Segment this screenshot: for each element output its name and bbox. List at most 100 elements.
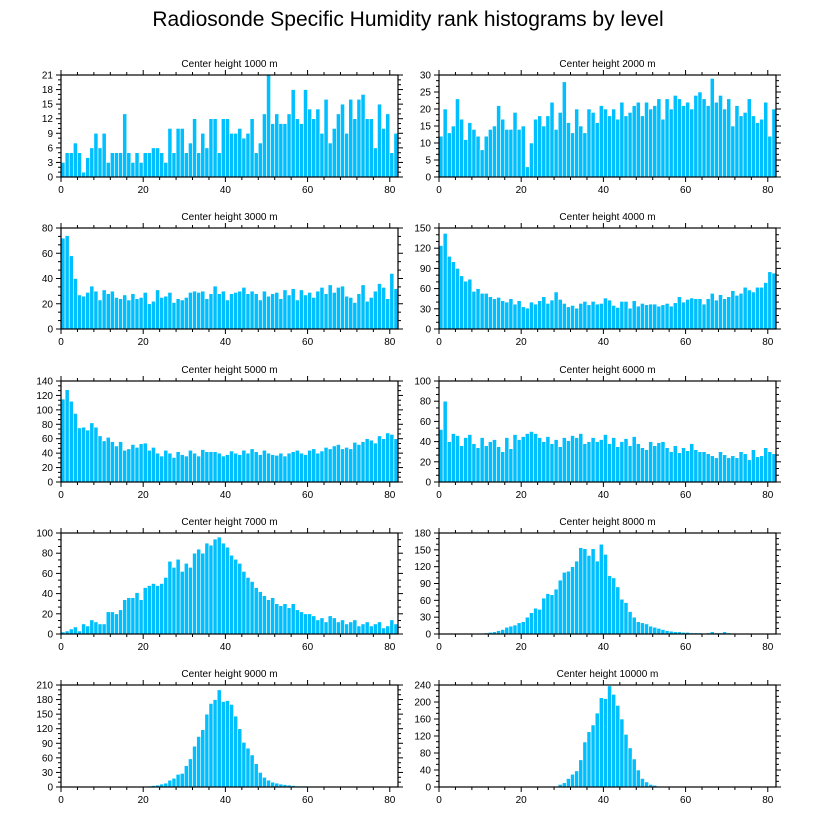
bar [233,292,239,330]
bar [541,296,547,330]
bar [586,304,592,330]
bar [68,255,74,330]
bar [327,448,333,483]
bar [763,101,769,178]
bar [307,613,312,635]
bar [175,774,181,788]
bar [685,299,691,330]
bar [381,627,386,635]
bar [714,299,719,330]
bar [175,558,181,635]
bar [319,287,325,330]
y-tick-label: 40 [420,766,432,777]
bar [188,449,193,483]
bar [245,747,251,788]
x-tick-label: 80 [762,490,774,501]
bar [319,132,325,178]
bar [586,555,592,635]
bar [705,453,711,483]
bar [311,615,317,635]
y-tick-label: 0 [425,325,431,336]
bar [142,292,148,330]
bar [377,283,382,330]
bar [188,292,193,330]
bar [611,108,617,178]
bar [364,300,370,330]
bar [771,453,777,483]
bar [652,303,658,330]
bar [373,147,378,178]
y-tick-label: 100 [36,529,53,540]
bar [245,293,251,330]
bar [553,129,559,178]
y-tick-label: 90 [42,739,54,750]
bar [471,129,477,178]
bar [512,303,518,330]
x-tick-label: 0 [58,337,64,348]
bar [97,299,103,330]
bar [208,544,214,635]
bar [147,303,152,330]
bar [85,292,91,330]
bar [520,125,526,178]
bar [167,128,173,178]
bar [142,152,148,178]
bar [578,547,584,635]
x-tick-label: 60 [680,795,692,806]
y-tick-label: 6 [47,143,53,154]
plot-frame [60,684,399,788]
bar [615,446,621,483]
x-tick-label: 40 [598,642,610,653]
panel-title: Center height 2000 m [559,59,655,70]
y-tick-label: 40 [42,274,54,285]
y-tick-label: 120 [36,724,53,735]
bar [446,441,452,483]
bar [693,449,699,483]
bar [492,298,497,330]
bar [77,152,82,178]
bar [253,152,259,178]
bar [488,441,493,483]
bar [89,619,95,635]
bar [483,135,489,178]
bar [603,434,608,483]
bar [114,613,119,635]
bar [229,554,234,635]
bar [225,299,230,330]
bar [126,597,132,635]
bar [631,300,637,330]
bar [545,115,551,178]
bar [360,623,366,635]
bar [282,603,288,635]
bar [196,548,202,635]
bar [652,445,658,483]
panel-title: Center height 3000 m [181,212,277,223]
x-tick-label: 60 [302,795,314,806]
y-tick-label: 60 [42,249,54,260]
bar [311,448,317,483]
bar [130,597,136,635]
bar [627,747,633,788]
bar [644,623,649,635]
bar [118,441,123,483]
bar [463,139,469,178]
bar [566,778,571,788]
bar [459,118,464,178]
bar [459,275,464,330]
bar [385,113,391,178]
bar [570,566,575,635]
bar [570,773,575,788]
x-tick-label: 80 [384,642,396,653]
bar [730,455,736,483]
panel-2: Center height 2000 m 0 20 40 60 80 0 5 10 15 20 25 3… [420,59,781,196]
bar [467,122,473,178]
bar [294,609,300,635]
bar [163,295,169,330]
bar [594,303,600,330]
bar [299,123,304,178]
y-tick-label: 3 [47,158,53,169]
bar [356,444,362,483]
bar [483,293,489,330]
bar [520,621,526,635]
bar [545,303,551,330]
